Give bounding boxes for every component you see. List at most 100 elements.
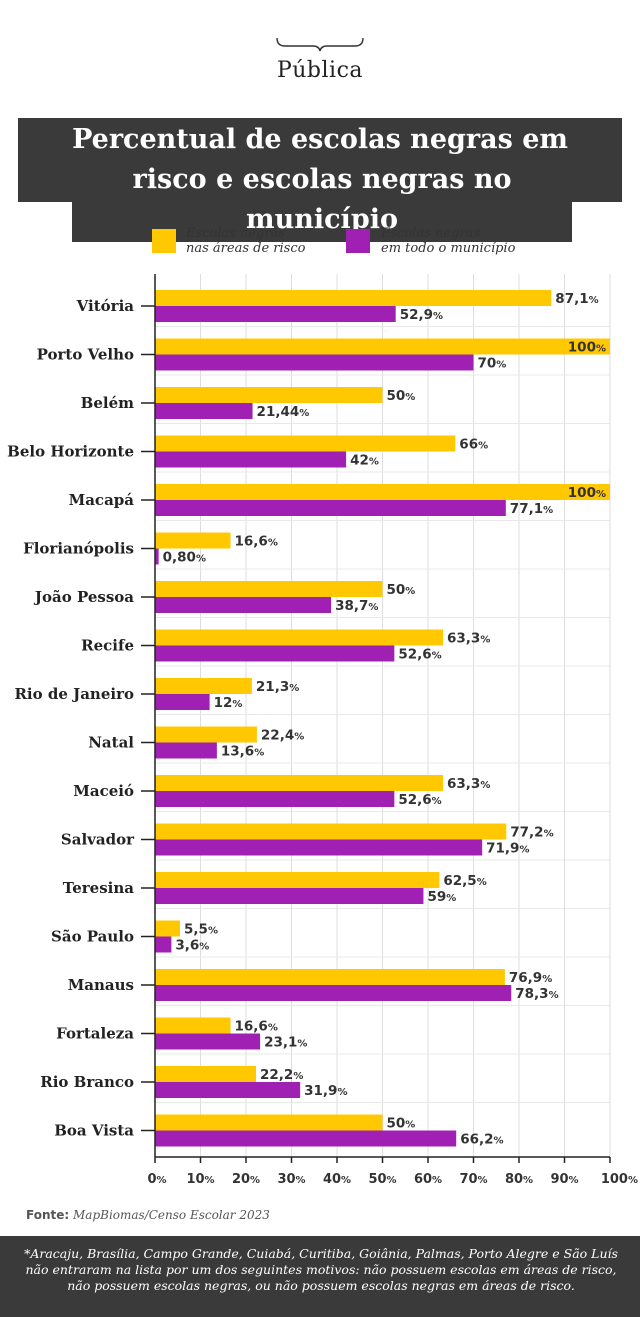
- legend-label-municipality: Escolas negras em todo o município: [381, 226, 516, 256]
- bar: [155, 936, 172, 953]
- data-label: 52,6%: [398, 647, 441, 663]
- data-label: 87,1%: [555, 291, 598, 307]
- data-label: 52,9%: [400, 307, 443, 323]
- bar: [155, 1066, 257, 1082]
- data-label: 63,3%: [447, 631, 490, 647]
- data-label: 77,2%: [510, 825, 553, 841]
- category-label: Manaus: [68, 976, 134, 994]
- bar: [155, 403, 253, 419]
- legend-swatch-municipality: [346, 229, 370, 253]
- data-label: 22,4%: [261, 728, 304, 744]
- data-label: 63,3%: [447, 776, 490, 792]
- data-label: 70%: [478, 356, 507, 372]
- category-label: Rio de Janeiro: [14, 685, 134, 703]
- data-label: 0,80%: [163, 550, 206, 566]
- bar: [155, 969, 505, 985]
- category-label: Boa Vista: [54, 1122, 134, 1140]
- x-tick-label: 90%: [550, 1172, 578, 1187]
- data-label: 16,6%: [235, 1019, 278, 1035]
- x-tick-label: 30%: [277, 1172, 305, 1187]
- bar: [155, 338, 610, 355]
- x-tick-label: 0%: [147, 1172, 166, 1187]
- bar: [155, 920, 181, 937]
- category-label: Vitória: [76, 297, 135, 315]
- data-label: 71,9%: [486, 841, 529, 857]
- bar: [155, 694, 210, 710]
- category-label: Macapá: [69, 491, 135, 509]
- data-label: 13,6%: [221, 744, 264, 760]
- category-label: Teresina: [63, 879, 134, 897]
- bar: [155, 1082, 301, 1098]
- data-label: 50%: [387, 582, 416, 598]
- category-label: Natal: [88, 734, 134, 752]
- chart-title-line-2: risco e escolas negras no município: [72, 158, 572, 242]
- x-tick-label: 100%: [601, 1172, 638, 1187]
- bar: [155, 484, 610, 500]
- data-label: 77,1%: [510, 501, 553, 517]
- bar: [155, 888, 424, 904]
- category-label: Recife: [81, 637, 134, 655]
- bar: [155, 306, 396, 322]
- data-label: 38,7%: [335, 598, 378, 614]
- data-label: 12%: [214, 695, 243, 711]
- category-label: Florianópolis: [23, 540, 134, 558]
- x-tick-label: 10%: [186, 1172, 214, 1187]
- category-label: São Paulo: [51, 928, 134, 946]
- data-label: 59%: [427, 889, 456, 905]
- data-label: 21,44%: [257, 404, 310, 420]
- source-note: Fonte: MapBiomas/Censo Escolar 2023: [26, 1208, 270, 1222]
- bar: [155, 726, 257, 743]
- data-label: 76,9%: [509, 970, 552, 986]
- bar: [155, 1017, 231, 1034]
- bar: [155, 548, 159, 565]
- data-label: 22,2%: [260, 1067, 303, 1083]
- bar: [155, 742, 217, 759]
- category-label: Maceió: [73, 782, 134, 800]
- x-tick-label: 50%: [368, 1172, 396, 1187]
- bar: [155, 435, 456, 452]
- data-label: 100%: [568, 485, 606, 501]
- data-label: 23,1%: [264, 1035, 307, 1051]
- footnote-text: *Aracaju, Brasília, Campo Grande, Cuiabá…: [24, 1246, 618, 1293]
- source-text: MapBiomas/Censo Escolar 2023: [73, 1208, 270, 1222]
- category-label: Salvador: [61, 831, 135, 849]
- data-label: 52,6%: [398, 792, 441, 808]
- x-tick-label: 80%: [505, 1172, 533, 1187]
- data-label: 16,6%: [235, 534, 278, 550]
- logo-bracket-icon: [276, 37, 364, 52]
- bar: [155, 872, 440, 888]
- category-label: Belém: [81, 394, 134, 412]
- bar: [155, 791, 395, 807]
- category-label: Rio Branco: [40, 1073, 134, 1091]
- bar: [155, 629, 444, 646]
- data-label: 21,3%: [256, 679, 299, 695]
- data-label: 100%: [568, 340, 606, 356]
- bar: [155, 823, 507, 840]
- data-label: 62,5%: [443, 873, 486, 889]
- data-label: 66%: [459, 437, 488, 453]
- bar: [155, 451, 347, 468]
- bar: [155, 1033, 261, 1050]
- data-label: 78,3%: [515, 986, 558, 1002]
- bar: [155, 597, 332, 613]
- bar: [155, 532, 231, 549]
- bar: [155, 581, 383, 597]
- bar: [155, 354, 474, 371]
- data-label: 50%: [387, 388, 416, 404]
- category-label: Fortaleza: [56, 1025, 134, 1043]
- bar-chart: Vitória 87,1% 52,9% Porto Velho 100% 70% Belém…: [7, 274, 638, 1187]
- data-label: 31,9%: [304, 1083, 347, 1099]
- x-tick-label: 70%: [459, 1172, 487, 1187]
- x-tick-label: 20%: [232, 1172, 260, 1187]
- bar: [155, 678, 252, 694]
- brand-logo: Pública: [276, 58, 364, 83]
- bar: [155, 1130, 457, 1147]
- bar: [155, 985, 512, 1001]
- category-label: João Pessoa: [33, 588, 134, 606]
- data-label: 66,2%: [460, 1132, 503, 1148]
- data-label: 3,6%: [175, 938, 209, 954]
- x-tick-label: 40%: [323, 1172, 351, 1187]
- bar: [155, 387, 383, 403]
- legend-label-risk: Escolas negras nas áreas de risco: [186, 226, 306, 256]
- bar: [155, 290, 552, 306]
